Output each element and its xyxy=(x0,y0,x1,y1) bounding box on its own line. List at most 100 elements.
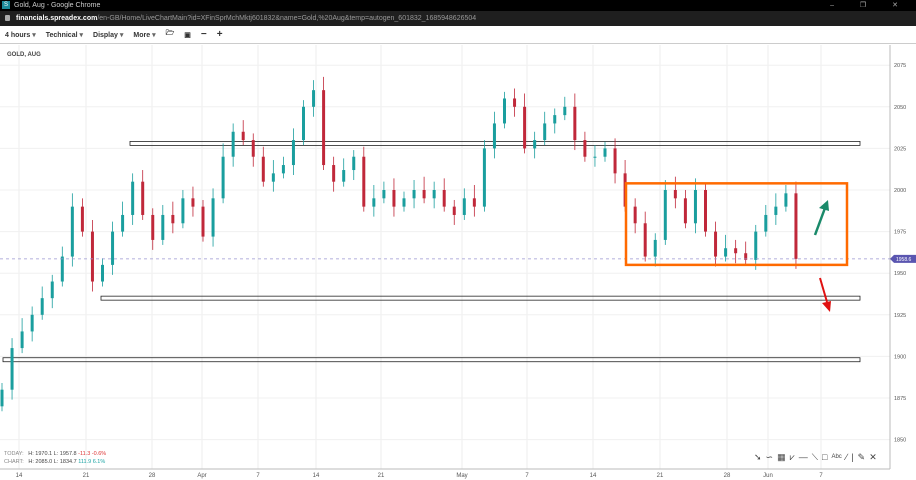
x-tick-label: 28 xyxy=(149,473,156,479)
candle-body xyxy=(533,140,537,149)
line-tool-icon[interactable]: ∕ xyxy=(845,452,848,462)
candle-body xyxy=(10,348,14,390)
candle-body xyxy=(683,198,687,224)
x-tick-label: 7 xyxy=(525,473,529,479)
curve-tool-icon[interactable]: ∽ xyxy=(765,452,774,462)
candle-body xyxy=(754,231,758,260)
x-tick-label: 14 xyxy=(590,473,597,479)
candle-body xyxy=(261,156,265,182)
candle-body xyxy=(241,131,245,141)
chart-high: H: 2085.0 xyxy=(28,459,53,465)
candle-body xyxy=(30,314,34,332)
candle-body xyxy=(181,198,185,224)
candle-body xyxy=(653,239,657,257)
chart-label: CHART: xyxy=(4,459,24,465)
candle-body xyxy=(412,190,416,199)
rectangle-icon[interactable]: □ xyxy=(822,452,828,462)
candle-body xyxy=(704,190,707,232)
candle-body xyxy=(101,264,104,282)
x-tick-label: 21 xyxy=(657,473,664,479)
x-tick-label: Jun xyxy=(763,473,773,479)
x-tick-label: 21 xyxy=(83,473,90,479)
window-controls[interactable]: – ❐ ✕ xyxy=(830,2,910,9)
save-icon[interactable]: ▣ xyxy=(184,31,191,39)
y-tick-label: 1950 xyxy=(894,271,906,277)
range-highlight-box xyxy=(624,182,849,267)
today-high: H: 1970.1 xyxy=(28,451,53,457)
candle-body xyxy=(90,231,94,282)
candle-body xyxy=(673,190,677,199)
candle-body xyxy=(663,190,667,240)
candle-body xyxy=(121,214,125,232)
y-tick-label: 1850 xyxy=(894,438,906,444)
chart-change: 111.9 xyxy=(78,459,92,465)
candle-body xyxy=(312,90,316,107)
horizontal-line-icon[interactable]: — xyxy=(798,452,808,462)
candle-body xyxy=(141,181,145,215)
y-tick-label: 2000 xyxy=(894,188,906,194)
candle-body xyxy=(302,106,305,141)
text-tool-icon[interactable]: Abc xyxy=(831,454,842,460)
arrow-tool-icon[interactable]: ➘ xyxy=(754,452,762,462)
candle-body xyxy=(251,140,255,157)
y-tick-label: 1925 xyxy=(894,313,906,319)
candle-body xyxy=(462,198,466,215)
candle-body xyxy=(503,98,506,124)
grid-tool-icon[interactable]: ▦ xyxy=(777,452,786,462)
current-price-tag xyxy=(890,254,916,263)
candle-body xyxy=(40,298,44,315)
candle-body xyxy=(70,206,74,257)
candle-body xyxy=(161,214,165,240)
chart-percent: 6.1% xyxy=(92,459,106,465)
candle-body xyxy=(171,214,175,224)
candle-body xyxy=(613,148,617,174)
instrument-label: GOLD, AUG xyxy=(7,52,41,58)
candle-body xyxy=(392,190,396,207)
candle-body xyxy=(492,123,496,149)
candle-body xyxy=(221,156,225,199)
fan-tool-icon[interactable]: ⩗ xyxy=(789,452,795,462)
candle-body xyxy=(50,281,54,299)
y-tick-label: 1900 xyxy=(894,354,906,360)
address-bar[interactable]: financials.spreadex.com/en-GB/Home/LiveC… xyxy=(0,11,916,26)
zoom-out-icon[interactable]: − xyxy=(200,29,207,40)
drawing-tools: ➘ ∽ ▦ ⩗ — ⟍ □ Abc ∕ | ✎ ✕ xyxy=(754,452,877,462)
more-dropdown[interactable]: More xyxy=(133,31,155,39)
candle-body xyxy=(201,206,205,237)
x-tick-label: 21 xyxy=(378,473,385,479)
pencil-icon[interactable]: ✎ xyxy=(857,452,866,462)
price-chart[interactable]: 14 21 28 Apr 7 14 21 May 7 14 21 28 Jun 7 2075 2050 2025… xyxy=(0,45,916,480)
y-tick-label: 1875 xyxy=(894,396,906,402)
favicon: S xyxy=(2,1,10,9)
candle-body xyxy=(111,231,115,265)
y-tick-label: 1975 xyxy=(894,230,906,236)
current-price-value: 1958.6 xyxy=(896,257,912,263)
display-dropdown[interactable]: Display xyxy=(93,31,123,39)
trendline-icon[interactable]: ⟍ xyxy=(811,452,818,462)
candle-body xyxy=(372,198,376,207)
candle-body xyxy=(643,223,647,257)
stats-panel: TODAY: H: 1970.1 L: 1957.8 -11.3 -0.6% C… xyxy=(4,450,106,466)
today-percent: -0.6% xyxy=(91,451,107,457)
candle-body xyxy=(573,106,577,141)
zoom-in-icon[interactable]: + xyxy=(216,29,223,40)
candle-body xyxy=(291,140,295,166)
candle-body xyxy=(322,90,326,166)
arrow-down-shaft xyxy=(819,277,828,303)
interval-dropdown[interactable]: 4 hours xyxy=(5,31,36,39)
y-tick-label: 2025 xyxy=(894,146,906,152)
today-label: TODAY: xyxy=(4,451,24,457)
candle-body xyxy=(382,190,386,199)
arrow-up-shaft xyxy=(813,207,827,236)
candle-body xyxy=(774,206,778,215)
separator: | xyxy=(851,452,854,462)
candle-body xyxy=(432,190,436,199)
folder-open-icon[interactable]: 🗁 xyxy=(165,30,175,37)
candle-body xyxy=(0,389,4,407)
window-title: Gold, Aug - Google Chrome xyxy=(14,2,101,9)
technical-dropdown[interactable]: Technical xyxy=(46,31,83,39)
candle-body xyxy=(402,198,406,207)
candle-body xyxy=(543,123,547,141)
x-tick-label: 28 xyxy=(724,473,731,479)
clear-icon[interactable]: ✕ xyxy=(869,452,877,462)
